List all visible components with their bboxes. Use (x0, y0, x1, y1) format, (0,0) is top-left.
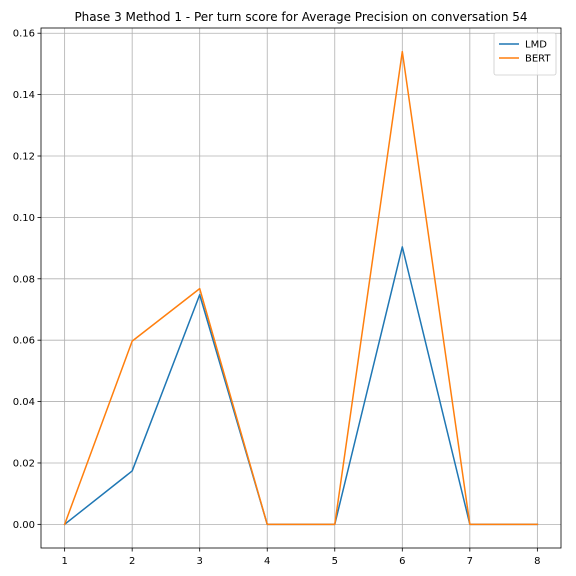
y-tick-label: 0.12 (13, 152, 35, 163)
plot-frame (40, 27, 562, 549)
y-tick-label: 0.08 (13, 274, 35, 285)
x-tick-label: 3 (197, 556, 203, 567)
legend-label-bert: BERT (525, 54, 551, 65)
legend: LMD BERT (493, 32, 557, 76)
x-tick-label: 6 (399, 556, 405, 567)
x-tick-label: 1 (61, 556, 67, 567)
x-tick-label: 2 (129, 556, 135, 567)
chart-title: Phase 3 Method 1 - Per turn score for Av… (74, 10, 527, 24)
y-tick-label: 0.04 (13, 397, 35, 408)
y-tick-label: 0.10 (13, 213, 35, 224)
series-lines (63, 50, 539, 526)
y-tick-label: 0.06 (13, 336, 35, 347)
legend-label-lmd: LMD (525, 40, 547, 51)
y-tick-label: 0.14 (13, 90, 35, 101)
x-tick-label: 4 (264, 556, 270, 567)
x-tick-label: 8 (534, 556, 540, 567)
grid-lines (41, 28, 561, 548)
y-tick-label: 0.02 (13, 458, 35, 469)
x-tick-label: 7 (467, 556, 473, 567)
x-tick-label: 5 (332, 556, 338, 567)
series-line-lmd (63, 246, 539, 526)
series-line-bert (63, 50, 539, 526)
y-tick-label: 0.16 (13, 29, 35, 40)
axis-ticks: 1 2 3 4 5 6 7 8 0.00 0.02 0.04 0.06 0.08 0.10 0.12 0.14… (13, 29, 541, 567)
y-tick-label: 0.00 (13, 520, 35, 531)
